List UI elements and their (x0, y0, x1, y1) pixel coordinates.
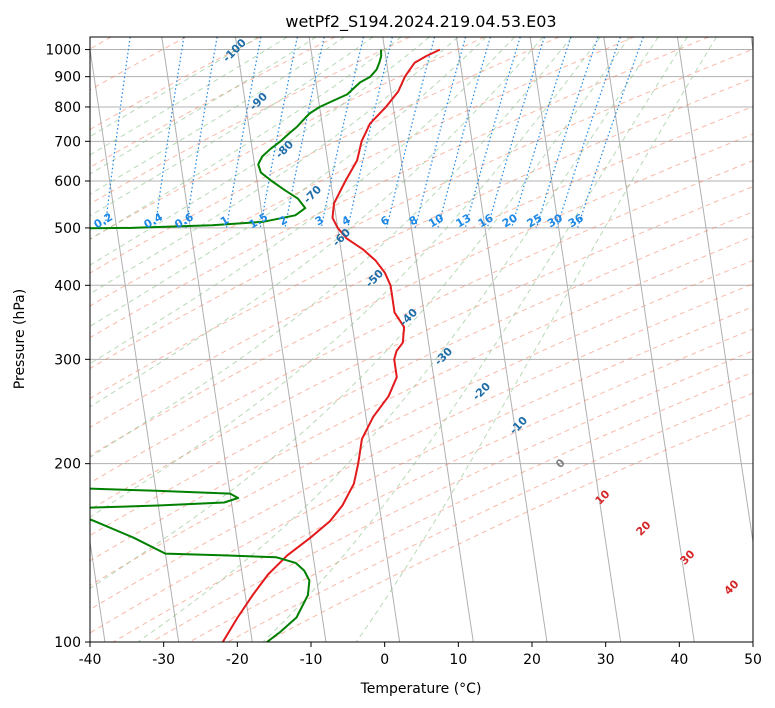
mixing-ratio-line (486, 37, 545, 229)
dry-adiabat-line (90, 37, 411, 205)
moist-adiabat-line (355, 37, 717, 642)
mixing-ratio-line (464, 37, 521, 229)
y-tick-label: 200 (54, 457, 81, 473)
dry-adiabat-line (90, 37, 336, 168)
isotherm-line (90, 46, 180, 642)
plot-area: -100-90-80-70-60-50-40-30-20-100.10.20.4… (90, 37, 753, 642)
plot-frame (89, 36, 754, 643)
mixing-ratio-line (577, 37, 644, 229)
mixing-ratio-line (347, 37, 393, 229)
x-tick-label: -20 (226, 652, 249, 668)
moist-adiabats (90, 37, 717, 642)
mixing-ratio-line (154, 37, 185, 228)
moist-adiabat-line (90, 37, 430, 266)
mixing-ratio-line (535, 37, 599, 229)
mixing-ratio-line (437, 37, 491, 229)
mixing-ratio-lines (104, 37, 644, 229)
dry-adiabat-line (90, 160, 753, 484)
pressure-gridlines (90, 49, 753, 642)
x-tick-label: 30 (597, 652, 615, 668)
moist-adiabat-line (90, 37, 630, 590)
y-tick-label: 800 (54, 100, 81, 116)
isotherm-line (234, 37, 327, 642)
mixing-ratio-line (511, 37, 572, 229)
moist-adiabat-line (262, 37, 688, 642)
isotherm-line (529, 37, 622, 642)
x-axis-ticks: -40 -30 -20 -10 0 10 20 30 40 50 (79, 642, 762, 668)
y-tick-label: 400 (54, 278, 81, 294)
x-tick-label: 0 (380, 652, 389, 668)
x-tick-label: 50 (744, 652, 762, 668)
y-axis-ticks: 1000 900 800 700 600 500 400 300 200 100 (45, 43, 90, 651)
moist-adiabat-line (137, 37, 659, 642)
moist-adiabat-line (90, 37, 374, 217)
isotherm-line (603, 37, 695, 642)
dry-adiabat-line (90, 77, 753, 399)
y-tick-label: 1000 (45, 43, 81, 59)
isotherms (90, 37, 753, 642)
moist-adiabat-line (90, 37, 345, 195)
x-tick-label: 40 (670, 652, 688, 668)
isotherm-line (382, 37, 474, 642)
y-tick-label: 500 (54, 221, 81, 237)
dry-adiabat-line (90, 133, 753, 457)
moist-adiabat-line (90, 37, 459, 295)
dry-adiabat-line (90, 37, 709, 339)
dry-adiabat-line (90, 37, 485, 240)
isotherm-line (161, 37, 253, 642)
x-tick-label: -30 (152, 652, 175, 668)
mixing-ratio-line (320, 37, 364, 229)
dry-adiabat-line (90, 48, 753, 370)
y-tick-label: 300 (54, 352, 81, 368)
moist-adiabat-line (90, 37, 515, 365)
x-tick-label: 10 (449, 652, 467, 668)
mixing-ratio-line (414, 37, 467, 229)
x-tick-label: -40 (79, 652, 102, 668)
mixing-ratio-line (259, 37, 298, 229)
dewpoint-profile-line (90, 487, 311, 642)
dry-adiabat-line (90, 235, 753, 562)
moist-adiabat-line (90, 37, 402, 240)
isotherm-line (308, 37, 401, 642)
dry-adiabats (90, 37, 753, 642)
y-tick-label: 900 (54, 70, 81, 86)
x-tick-label: 20 (523, 652, 541, 668)
y-tick-label: 600 (54, 174, 81, 190)
dry-adiabat-line (90, 185, 753, 511)
dry-adiabat-line (227, 392, 753, 642)
dewpoint-profile-line (90, 49, 383, 230)
dry-adiabat-line (90, 37, 560, 274)
x-axis-label: Temperature (°C) (360, 681, 482, 697)
mixing-ratio-line (104, 37, 131, 228)
dry-adiabat-line (90, 306, 753, 634)
mixing-ratio-line (556, 37, 622, 229)
mixing-ratio-line (386, 37, 436, 229)
mixing-ratio-line (284, 37, 325, 229)
x-tick-label: -10 (300, 652, 323, 668)
dry-adiabat-line (90, 37, 261, 130)
moist-adiabat-line (90, 37, 544, 408)
dry-adiabat-line (151, 350, 753, 642)
y-tick-label: 700 (54, 134, 81, 150)
chart-title: wetPf2_S194.2024.219.04.53.E03 (285, 12, 556, 32)
y-tick-label: 100 (54, 635, 81, 651)
y-axis-label: Pressure (hPa) (12, 289, 28, 389)
dry-adiabat-line (90, 283, 753, 611)
moist-adiabat-line (90, 37, 573, 458)
profile-series (90, 48, 441, 642)
temperature-profile-line (221, 48, 441, 642)
isotherm-line (455, 37, 548, 642)
moist-adiabat-line (90, 37, 259, 138)
